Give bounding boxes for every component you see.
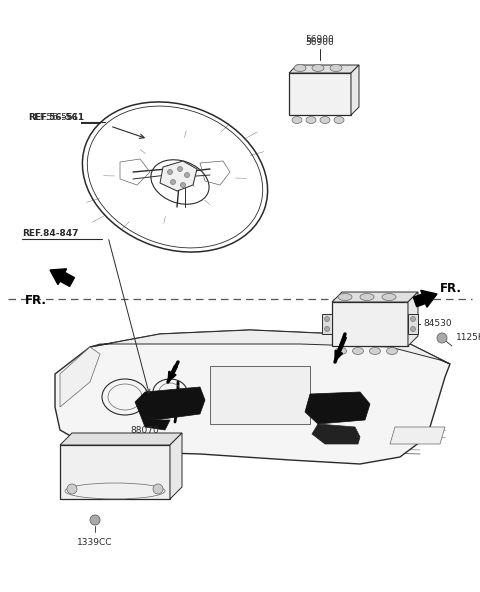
FancyArrow shape (50, 269, 74, 287)
Ellipse shape (370, 348, 381, 355)
Circle shape (410, 327, 416, 332)
Circle shape (168, 169, 172, 175)
FancyArrow shape (335, 336, 347, 361)
Circle shape (90, 515, 100, 525)
Ellipse shape (330, 65, 342, 72)
Polygon shape (90, 330, 450, 364)
Polygon shape (55, 330, 450, 464)
Polygon shape (140, 414, 170, 430)
Ellipse shape (336, 348, 347, 355)
Ellipse shape (352, 348, 363, 355)
Polygon shape (60, 445, 170, 499)
Polygon shape (332, 292, 418, 302)
Ellipse shape (334, 117, 344, 124)
Polygon shape (170, 433, 182, 499)
Text: REF.56-561: REF.56-561 (28, 112, 84, 121)
Text: 1125KC: 1125KC (456, 333, 480, 343)
Ellipse shape (312, 65, 324, 72)
Text: 88070: 88070 (130, 426, 159, 435)
Polygon shape (312, 424, 360, 444)
Bar (408, 314, 418, 334)
Circle shape (170, 179, 176, 185)
Polygon shape (390, 427, 445, 444)
Circle shape (324, 317, 329, 321)
Polygon shape (60, 347, 100, 407)
Circle shape (180, 182, 185, 188)
Polygon shape (289, 65, 359, 73)
Text: FR.: FR. (25, 294, 47, 307)
Bar (322, 314, 332, 334)
Text: FR.: FR. (440, 282, 462, 295)
Circle shape (410, 317, 416, 321)
Polygon shape (351, 65, 359, 115)
Polygon shape (135, 387, 205, 420)
Text: 1339CC: 1339CC (77, 538, 113, 547)
Polygon shape (60, 433, 182, 445)
Text: 84530: 84530 (423, 320, 452, 329)
Circle shape (178, 166, 182, 172)
Text: REF.56-561: REF.56-561 (28, 112, 78, 121)
FancyArrow shape (168, 365, 177, 382)
Circle shape (184, 172, 190, 178)
Ellipse shape (382, 294, 396, 301)
Polygon shape (305, 392, 370, 424)
Ellipse shape (292, 117, 302, 124)
Text: 56900: 56900 (306, 38, 335, 47)
Ellipse shape (320, 117, 330, 124)
Ellipse shape (360, 294, 374, 301)
Circle shape (437, 333, 447, 343)
Polygon shape (289, 73, 351, 115)
Circle shape (67, 484, 77, 494)
Polygon shape (332, 302, 408, 346)
Bar (210, 366, 310, 424)
Ellipse shape (386, 348, 397, 355)
Ellipse shape (306, 117, 316, 124)
Circle shape (153, 484, 163, 494)
Polygon shape (408, 292, 418, 346)
Polygon shape (160, 161, 197, 191)
Text: 56900: 56900 (306, 35, 335, 44)
Circle shape (324, 327, 329, 332)
Ellipse shape (294, 65, 306, 72)
Text: REF.84-847: REF.84-847 (22, 230, 79, 239)
Ellipse shape (338, 294, 352, 301)
FancyArrow shape (413, 290, 437, 307)
